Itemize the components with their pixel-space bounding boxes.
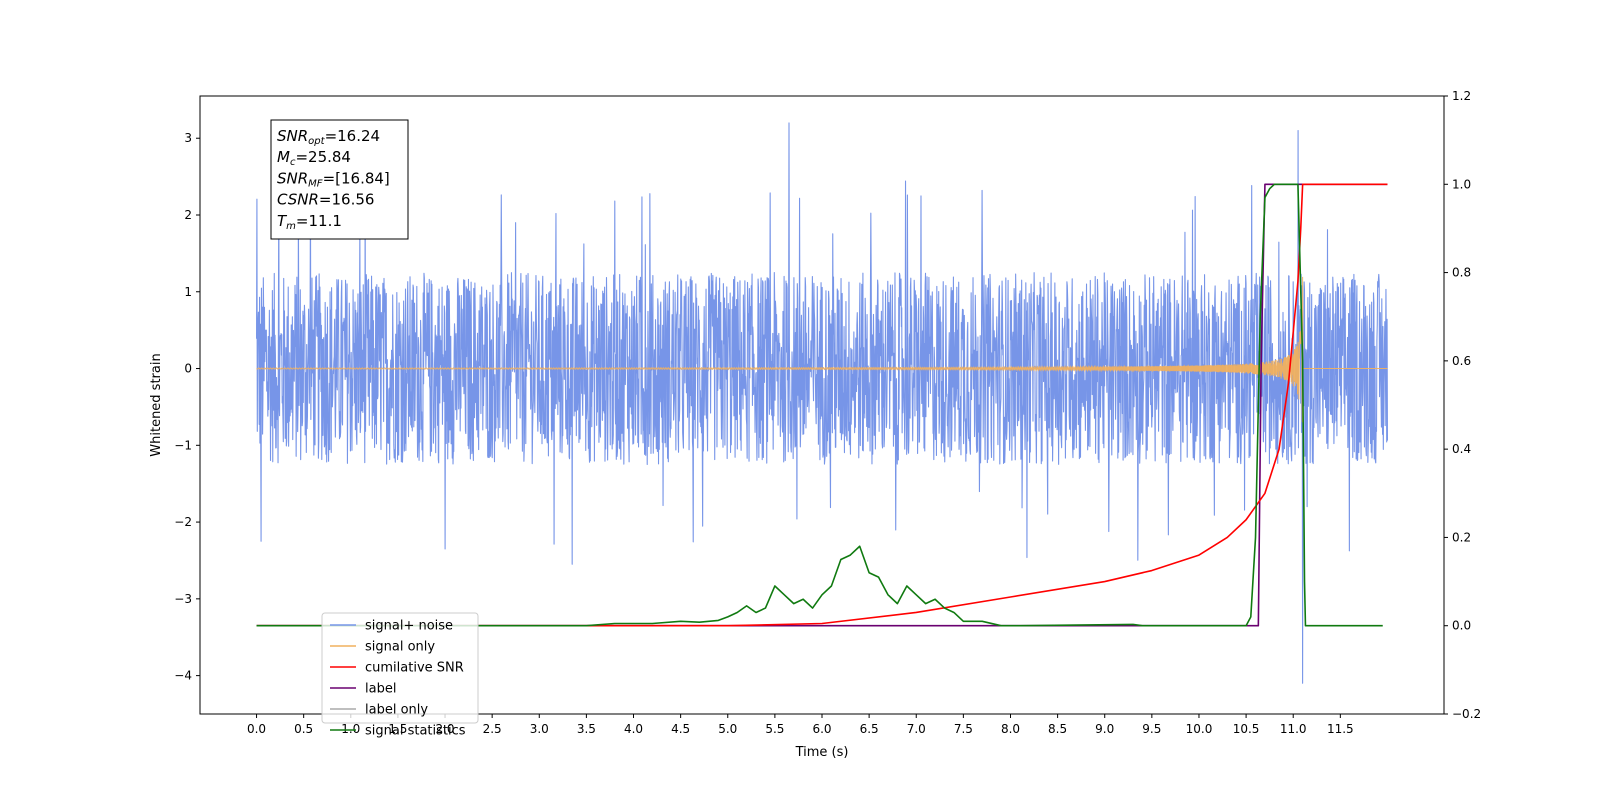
y-right-tick-label: 0.8 bbox=[1452, 266, 1471, 280]
x-tick-label: 7.5 bbox=[954, 722, 973, 736]
legend-label: signal statistics bbox=[365, 724, 466, 739]
x-tick-label: 8.0 bbox=[1001, 722, 1020, 736]
series-signal-statistics-line bbox=[256, 183, 1383, 627]
x-tick-label: 11.5 bbox=[1327, 722, 1354, 736]
annotation-line: SNRopt=16.24 bbox=[277, 127, 380, 147]
x-tick-label: 2.5 bbox=[483, 722, 502, 736]
x-tick-label: 1.5 bbox=[388, 722, 407, 736]
signal-only-line bbox=[256, 276, 1388, 423]
x-tick-label: 2.0 bbox=[435, 722, 454, 736]
y-right-tick-label: 1.0 bbox=[1452, 177, 1471, 191]
x-tick-label: 10.5 bbox=[1233, 722, 1260, 736]
y-left-tick-label: 3 bbox=[184, 131, 192, 145]
y-left-tick-label: 2 bbox=[184, 208, 192, 222]
series-signal-noise bbox=[256, 122, 1388, 684]
right-axis-series bbox=[256, 183, 1388, 627]
x-tick-label: 11.0 bbox=[1280, 722, 1307, 736]
annotation-line: Tm=11.1 bbox=[277, 212, 342, 232]
legend-label: label only bbox=[365, 703, 428, 718]
legend: signal+ noise signal only cumilative SNR la… bbox=[321, 612, 479, 739]
annotation-line: SNRMF=[16.84] bbox=[277, 169, 390, 189]
x-tick-label: 0.5 bbox=[294, 722, 313, 736]
x-tick-label: 6.0 bbox=[812, 722, 831, 736]
x-tick-label: 4.5 bbox=[671, 722, 690, 736]
x-tick-label: 7.0 bbox=[907, 722, 926, 736]
x-tick-label: 6.5 bbox=[860, 722, 879, 736]
x-tick-label: 8.5 bbox=[1048, 722, 1067, 736]
legend-label: signal+ noise bbox=[365, 619, 453, 634]
annotation-frame bbox=[270, 119, 409, 240]
x-tick-label: 3.0 bbox=[530, 722, 549, 736]
x-tick-label: 9.0 bbox=[1095, 722, 1114, 736]
y-left-tick-label: −4 bbox=[174, 669, 192, 683]
legend-label: label bbox=[365, 682, 396, 697]
x-tick-label: 1.0 bbox=[341, 722, 360, 736]
y-left-tick-label: 0 bbox=[184, 362, 192, 376]
x-axis-ticks: 0.0 0.5 1.0 1.5 2.0 2.5 3.0 3.5 4.0 4.5 5.0 5.5 6.0 6… bbox=[247, 714, 1354, 736]
y-left-tick-label: −3 bbox=[174, 592, 192, 606]
y-left-tick-label: −2 bbox=[174, 515, 192, 529]
y-left-tick-label: 1 bbox=[184, 285, 192, 299]
x-tick-label: 0.0 bbox=[247, 722, 266, 736]
y-axis-label: Whitened strain bbox=[149, 353, 164, 456]
x-tick-label: 9.5 bbox=[1142, 722, 1161, 736]
y-right-tick-label: 1.2 bbox=[1452, 89, 1471, 103]
x-tick-label: 10.0 bbox=[1186, 722, 1213, 736]
x-axis-label: Time (s) bbox=[795, 745, 849, 760]
y-left-tick-label: −1 bbox=[174, 438, 192, 452]
series-cumilative-snr-line bbox=[256, 183, 1388, 627]
x-tick-label: 4.0 bbox=[624, 722, 643, 736]
y-right-tick-label: 0.6 bbox=[1452, 354, 1471, 368]
x-tick-label: 5.0 bbox=[718, 722, 737, 736]
annotation-line: CSNR=16.56 bbox=[277, 191, 374, 209]
y-right-axis-ticks: 1.2 1.0 0.8 0.6 0.4 0.2 0.0 −0.2 bbox=[1444, 89, 1481, 721]
annotation-line: Mc=25.84 bbox=[277, 148, 351, 168]
x-tick-label: 3.5 bbox=[577, 722, 596, 736]
legend-label: signal only bbox=[365, 640, 435, 655]
plot-area bbox=[256, 122, 1388, 684]
series-signal-only bbox=[256, 276, 1388, 423]
y-right-tick-label: 0.0 bbox=[1452, 619, 1471, 633]
x-tick-label: 5.5 bbox=[765, 722, 784, 736]
signal-noise-line bbox=[256, 122, 1388, 684]
y-left-axis-ticks: 3 2 1 0 −1 −2 −3 −4 bbox=[174, 131, 200, 683]
legend-label: cumilative SNR bbox=[365, 661, 464, 676]
y-right-tick-label: −0.2 bbox=[1452, 707, 1481, 721]
y-right-tick-label: 0.4 bbox=[1452, 442, 1471, 456]
y-right-tick-label: 0.2 bbox=[1452, 530, 1471, 544]
legend-frame bbox=[321, 612, 479, 724]
